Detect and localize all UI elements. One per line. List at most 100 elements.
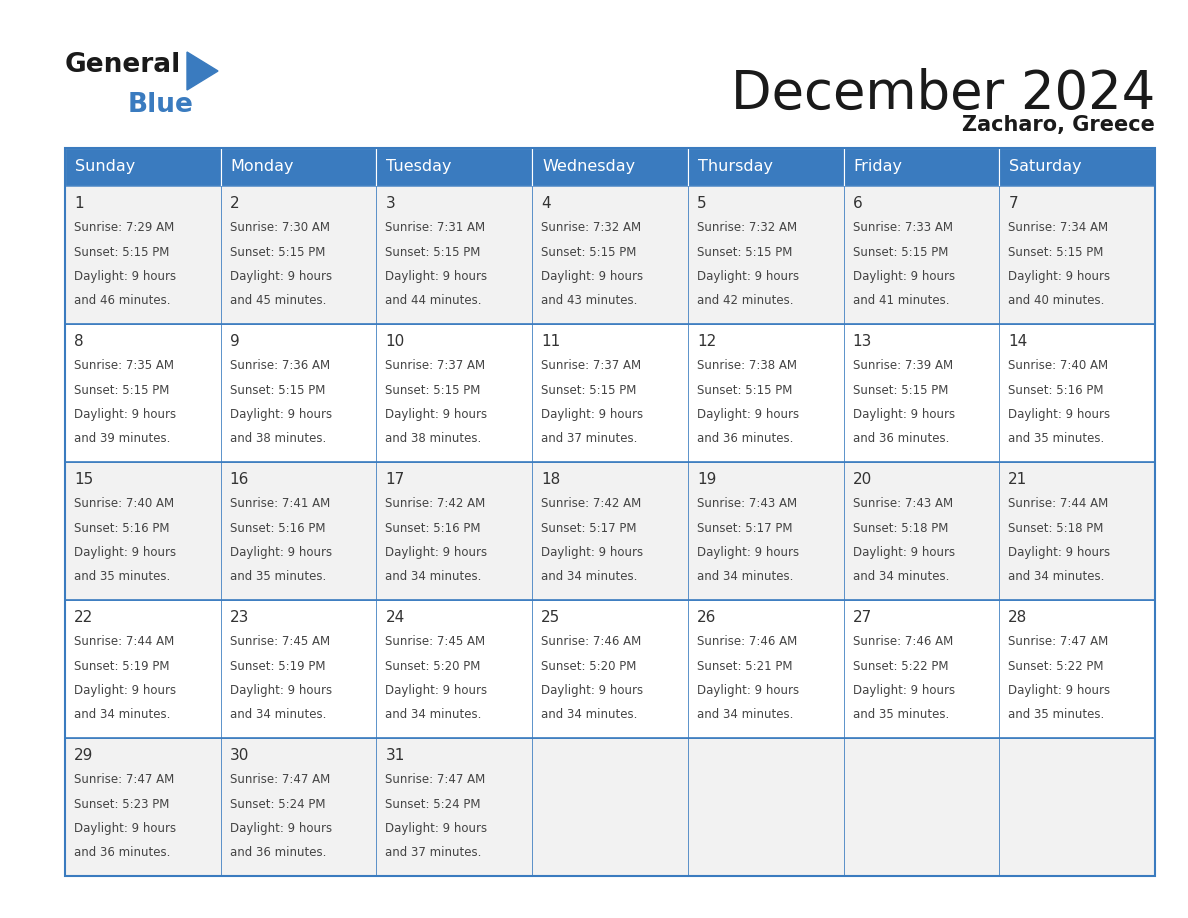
- Bar: [221, 324, 377, 462]
- Text: Sunrise: 7:38 AM: Sunrise: 7:38 AM: [697, 359, 797, 372]
- Text: and 34 minutes.: and 34 minutes.: [74, 709, 170, 722]
- Text: Sunrise: 7:32 AM: Sunrise: 7:32 AM: [542, 221, 642, 234]
- Text: 8: 8: [74, 334, 83, 349]
- Text: and 35 minutes.: and 35 minutes.: [74, 570, 170, 584]
- Text: Sunrise: 7:40 AM: Sunrise: 7:40 AM: [74, 497, 175, 510]
- Bar: [532, 738, 688, 876]
- Text: Sunset: 5:17 PM: Sunset: 5:17 PM: [542, 521, 637, 534]
- Text: 21: 21: [1009, 472, 1028, 487]
- Text: Sunset: 5:15 PM: Sunset: 5:15 PM: [542, 384, 637, 397]
- Text: Sunset: 5:18 PM: Sunset: 5:18 PM: [1009, 521, 1104, 534]
- Text: Daylight: 9 hours: Daylight: 9 hours: [385, 546, 487, 559]
- Text: Zacharo, Greece: Zacharo, Greece: [962, 115, 1155, 135]
- Text: and 35 minutes.: and 35 minutes.: [229, 570, 326, 584]
- Bar: [65, 738, 221, 876]
- Text: Sunset: 5:15 PM: Sunset: 5:15 PM: [542, 245, 637, 259]
- Text: 29: 29: [74, 748, 94, 763]
- Text: 11: 11: [542, 334, 561, 349]
- Text: Blue: Blue: [128, 92, 194, 118]
- Text: 5: 5: [697, 196, 707, 211]
- Text: Daylight: 9 hours: Daylight: 9 hours: [1009, 546, 1111, 559]
- Text: Daylight: 9 hours: Daylight: 9 hours: [853, 546, 955, 559]
- Text: Sunset: 5:15 PM: Sunset: 5:15 PM: [229, 384, 326, 397]
- Text: Sunset: 5:15 PM: Sunset: 5:15 PM: [697, 384, 792, 397]
- Text: 12: 12: [697, 334, 716, 349]
- Text: Daylight: 9 hours: Daylight: 9 hours: [1009, 684, 1111, 697]
- Text: Sunrise: 7:34 AM: Sunrise: 7:34 AM: [1009, 221, 1108, 234]
- Bar: [843, 738, 999, 876]
- Text: Sunrise: 7:42 AM: Sunrise: 7:42 AM: [385, 497, 486, 510]
- Text: Sunset: 5:15 PM: Sunset: 5:15 PM: [385, 245, 481, 259]
- Text: Sunset: 5:19 PM: Sunset: 5:19 PM: [74, 659, 170, 673]
- Text: Sunrise: 7:30 AM: Sunrise: 7:30 AM: [229, 221, 330, 234]
- Text: Thursday: Thursday: [697, 160, 773, 174]
- Bar: [221, 186, 377, 324]
- Text: Sunrise: 7:36 AM: Sunrise: 7:36 AM: [229, 359, 330, 372]
- Bar: [688, 462, 843, 600]
- Text: Daylight: 9 hours: Daylight: 9 hours: [229, 684, 331, 697]
- Bar: [999, 600, 1155, 738]
- Text: Daylight: 9 hours: Daylight: 9 hours: [385, 684, 487, 697]
- Text: Wednesday: Wednesday: [542, 160, 636, 174]
- Text: Sunrise: 7:44 AM: Sunrise: 7:44 AM: [1009, 497, 1108, 510]
- Text: Sunrise: 7:47 AM: Sunrise: 7:47 AM: [1009, 635, 1108, 648]
- Text: Sunrise: 7:43 AM: Sunrise: 7:43 AM: [697, 497, 797, 510]
- Text: and 34 minutes.: and 34 minutes.: [1009, 570, 1105, 584]
- Bar: [532, 324, 688, 462]
- Text: Sunset: 5:22 PM: Sunset: 5:22 PM: [1009, 659, 1104, 673]
- Text: Sunrise: 7:42 AM: Sunrise: 7:42 AM: [542, 497, 642, 510]
- Text: Daylight: 9 hours: Daylight: 9 hours: [542, 546, 643, 559]
- Text: 4: 4: [542, 196, 551, 211]
- Bar: [843, 186, 999, 324]
- Text: Daylight: 9 hours: Daylight: 9 hours: [1009, 408, 1111, 421]
- Text: Daylight: 9 hours: Daylight: 9 hours: [74, 408, 176, 421]
- Text: 10: 10: [385, 334, 405, 349]
- Bar: [688, 738, 843, 876]
- Text: and 45 minutes.: and 45 minutes.: [229, 295, 326, 308]
- Text: and 42 minutes.: and 42 minutes.: [697, 295, 794, 308]
- Text: Sunset: 5:15 PM: Sunset: 5:15 PM: [385, 384, 481, 397]
- Text: and 35 minutes.: and 35 minutes.: [853, 709, 949, 722]
- Text: 19: 19: [697, 472, 716, 487]
- Text: Sunrise: 7:46 AM: Sunrise: 7:46 AM: [697, 635, 797, 648]
- Text: Sunset: 5:15 PM: Sunset: 5:15 PM: [697, 245, 792, 259]
- Text: Sunday: Sunday: [75, 160, 135, 174]
- Text: 2: 2: [229, 196, 239, 211]
- Text: and 34 minutes.: and 34 minutes.: [853, 570, 949, 584]
- Text: Daylight: 9 hours: Daylight: 9 hours: [229, 408, 331, 421]
- Text: and 46 minutes.: and 46 minutes.: [74, 295, 171, 308]
- Text: Daylight: 9 hours: Daylight: 9 hours: [229, 270, 331, 283]
- Text: 9: 9: [229, 334, 240, 349]
- Text: Sunset: 5:17 PM: Sunset: 5:17 PM: [697, 521, 792, 534]
- Text: Sunset: 5:15 PM: Sunset: 5:15 PM: [1009, 245, 1104, 259]
- Text: Sunset: 5:23 PM: Sunset: 5:23 PM: [74, 798, 170, 811]
- Text: and 36 minutes.: and 36 minutes.: [229, 846, 326, 859]
- Text: Sunset: 5:15 PM: Sunset: 5:15 PM: [74, 245, 170, 259]
- Text: and 34 minutes.: and 34 minutes.: [385, 709, 482, 722]
- Text: Saturday: Saturday: [1010, 160, 1082, 174]
- Text: Sunset: 5:22 PM: Sunset: 5:22 PM: [853, 659, 948, 673]
- Text: and 36 minutes.: and 36 minutes.: [74, 846, 170, 859]
- Text: Daylight: 9 hours: Daylight: 9 hours: [697, 546, 800, 559]
- Text: Sunset: 5:15 PM: Sunset: 5:15 PM: [74, 384, 170, 397]
- Text: and 36 minutes.: and 36 minutes.: [697, 432, 794, 445]
- Bar: [65, 148, 221, 186]
- Text: 20: 20: [853, 472, 872, 487]
- Bar: [65, 186, 221, 324]
- Text: and 34 minutes.: and 34 minutes.: [697, 570, 794, 584]
- Bar: [377, 324, 532, 462]
- Text: 6: 6: [853, 196, 862, 211]
- Text: Daylight: 9 hours: Daylight: 9 hours: [229, 546, 331, 559]
- Text: Sunrise: 7:47 AM: Sunrise: 7:47 AM: [229, 773, 330, 786]
- Bar: [221, 462, 377, 600]
- Text: Sunrise: 7:37 AM: Sunrise: 7:37 AM: [385, 359, 486, 372]
- Text: 26: 26: [697, 610, 716, 625]
- Bar: [221, 738, 377, 876]
- Bar: [999, 148, 1155, 186]
- Bar: [65, 600, 221, 738]
- Text: and 37 minutes.: and 37 minutes.: [542, 432, 638, 445]
- Text: and 35 minutes.: and 35 minutes.: [1009, 709, 1105, 722]
- Text: Sunset: 5:18 PM: Sunset: 5:18 PM: [853, 521, 948, 534]
- Bar: [377, 738, 532, 876]
- Bar: [843, 324, 999, 462]
